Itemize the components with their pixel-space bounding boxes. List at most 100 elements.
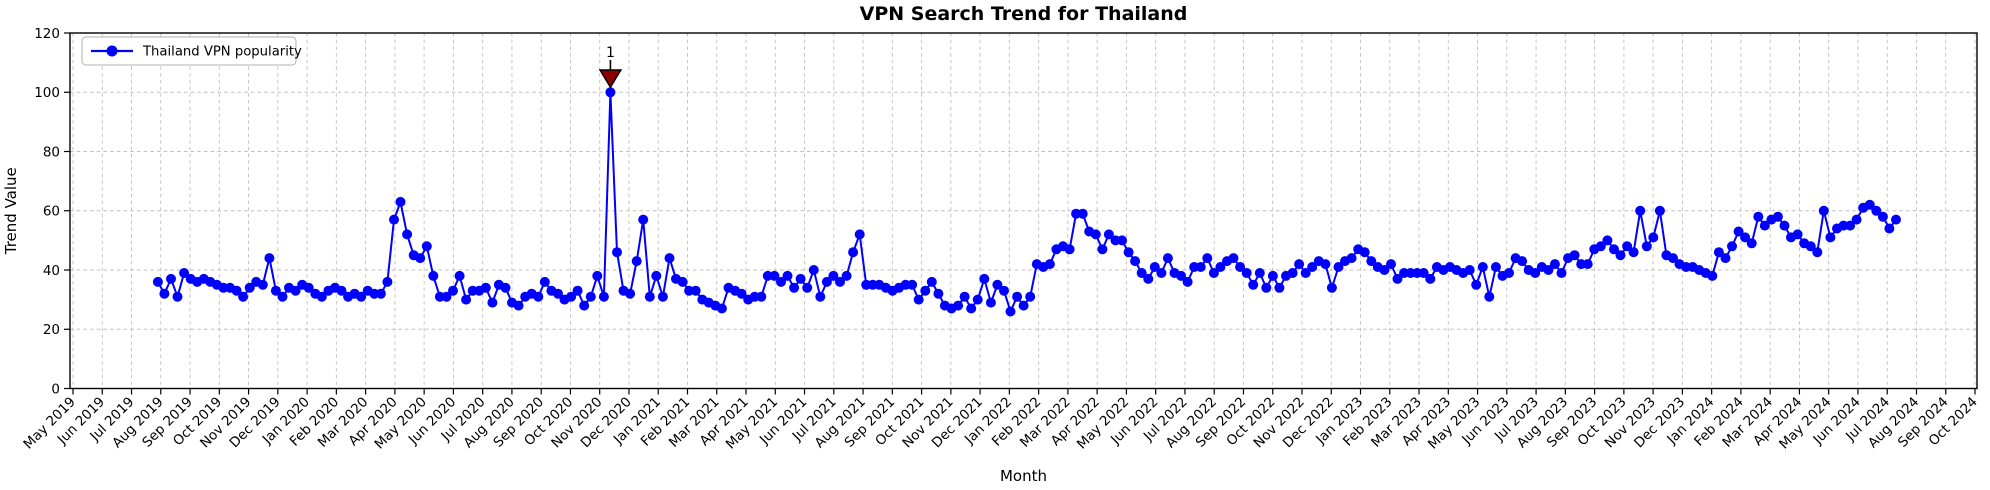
data-point <box>1386 259 1396 270</box>
data-point <box>644 291 655 302</box>
data-point <box>854 229 865 240</box>
data-point <box>1464 265 1475 275</box>
data-point <box>1162 253 1173 264</box>
data-point <box>448 285 458 296</box>
data-point <box>776 276 786 287</box>
data-point <box>1149 262 1160 272</box>
data-point <box>553 288 563 299</box>
data-point <box>1549 259 1560 270</box>
data-point <box>913 294 924 305</box>
data-point <box>1241 268 1252 278</box>
y-tick-label: 40 <box>43 263 60 279</box>
data-point <box>533 291 544 302</box>
data-point <box>933 288 944 299</box>
data-point <box>1733 226 1744 237</box>
data-point <box>264 253 275 264</box>
data-point <box>821 276 832 287</box>
data-point <box>1287 268 1298 278</box>
data-point <box>1504 268 1514 278</box>
data-point <box>1543 265 1554 275</box>
data-point <box>1713 247 1724 258</box>
data-point <box>959 291 970 302</box>
data-point <box>1202 253 1213 264</box>
data-point <box>1359 247 1370 258</box>
data-point <box>1569 250 1580 261</box>
data-point <box>1805 241 1816 252</box>
data-point <box>1307 262 1318 272</box>
legend: Thailand VPN popularity <box>81 36 302 66</box>
data-point <box>1490 262 1501 272</box>
data-point <box>999 285 1009 296</box>
data-point <box>1208 268 1219 278</box>
data-point <box>395 196 406 207</box>
data-point <box>1346 253 1357 264</box>
data-point <box>1818 205 1829 216</box>
data-point <box>244 282 255 293</box>
data-point <box>789 282 800 293</box>
data-point <box>716 303 727 314</box>
data-point <box>979 273 990 284</box>
data-point <box>1274 282 1285 293</box>
data-point <box>1064 244 1075 255</box>
data-point <box>907 279 918 290</box>
data-point <box>1195 262 1206 272</box>
data-point <box>1792 229 1803 240</box>
grid-layer <box>70 33 1977 389</box>
data-point <box>231 285 242 296</box>
legend-marker-icon <box>106 45 118 57</box>
data-point <box>1379 265 1390 275</box>
data-point <box>1707 270 1718 281</box>
data-point <box>1812 247 1823 258</box>
data-point <box>1182 276 1193 287</box>
data-point <box>1136 268 1147 278</box>
data-point <box>1648 232 1659 243</box>
data-point <box>1727 241 1737 252</box>
y-tick-label: 20 <box>43 322 60 338</box>
data-point <box>1300 268 1311 278</box>
data-point <box>808 265 819 275</box>
chart-title: VPN Search Trend for Thailand <box>860 3 1188 25</box>
data-point <box>1595 241 1606 252</box>
data-point <box>500 282 511 293</box>
data-point <box>152 276 163 287</box>
data-point <box>277 291 288 302</box>
data-point <box>566 291 577 302</box>
data-point <box>1044 259 1055 270</box>
data-point <box>428 270 439 281</box>
data-point <box>1871 205 1882 216</box>
data-point <box>657 291 668 302</box>
data-point <box>389 214 399 225</box>
data-point <box>159 288 170 299</box>
data-point <box>1654 205 1665 216</box>
data-point <box>1668 253 1678 264</box>
data-point <box>1615 250 1626 261</box>
data-point <box>1176 270 1187 281</box>
data-point <box>1012 291 1023 302</box>
data-point <box>1477 262 1488 272</box>
data-point <box>1143 273 1154 284</box>
data-point <box>631 256 642 267</box>
data-point <box>513 300 524 311</box>
data-point <box>1025 291 1036 302</box>
data-point <box>1392 273 1403 284</box>
data-point <box>382 276 393 287</box>
data-point <box>1484 291 1495 302</box>
data-point <box>1891 214 1901 225</box>
data-point <box>1556 268 1567 278</box>
data-point <box>585 291 596 302</box>
data-point <box>598 291 609 302</box>
data-point <box>1753 211 1764 222</box>
data-point <box>1602 235 1613 246</box>
legend-label: Thailand VPN popularity <box>142 45 302 60</box>
data-point <box>1018 300 1029 311</box>
data-point <box>1884 223 1895 234</box>
data-point <box>769 270 780 281</box>
data-point <box>592 270 603 281</box>
data-point <box>1235 262 1246 272</box>
data-point <box>782 270 793 281</box>
data-point <box>920 285 931 296</box>
data-point <box>1418 268 1429 278</box>
data-point <box>1740 232 1751 243</box>
